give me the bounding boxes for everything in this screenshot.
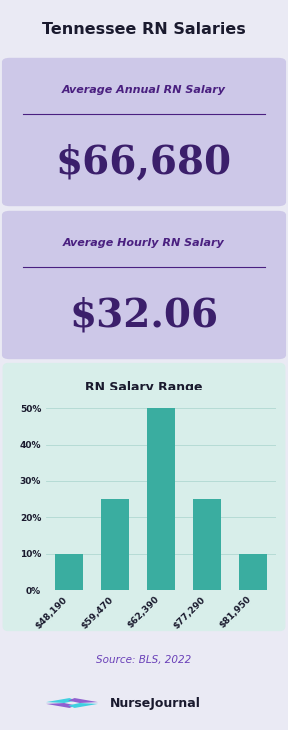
Polygon shape [46, 703, 76, 708]
Bar [147, 408, 175, 590]
Bar [239, 553, 267, 590]
Bar [101, 499, 129, 590]
Bar [55, 553, 83, 590]
Text: NurseJournal: NurseJournal [109, 696, 200, 710]
Text: $66,680: $66,680 [56, 144, 232, 182]
Polygon shape [68, 703, 98, 708]
FancyBboxPatch shape [3, 363, 285, 631]
FancyBboxPatch shape [2, 211, 286, 359]
Text: Source: BLS, 2022: Source: BLS, 2022 [96, 655, 192, 665]
Text: $32.06: $32.06 [69, 297, 219, 335]
Text: Tennessee RN Salaries: Tennessee RN Salaries [42, 23, 246, 37]
Text: Percentage of RNs: Percentage of RNs [101, 397, 195, 406]
Bar [193, 499, 221, 590]
Text: Average Hourly RN Salary: Average Hourly RN Salary [63, 238, 225, 248]
FancyBboxPatch shape [2, 58, 286, 206]
Polygon shape [68, 698, 98, 703]
Polygon shape [46, 698, 76, 703]
Text: RN Salary Range: RN Salary Range [85, 381, 203, 394]
Text: Average Annual RN Salary: Average Annual RN Salary [62, 85, 226, 95]
